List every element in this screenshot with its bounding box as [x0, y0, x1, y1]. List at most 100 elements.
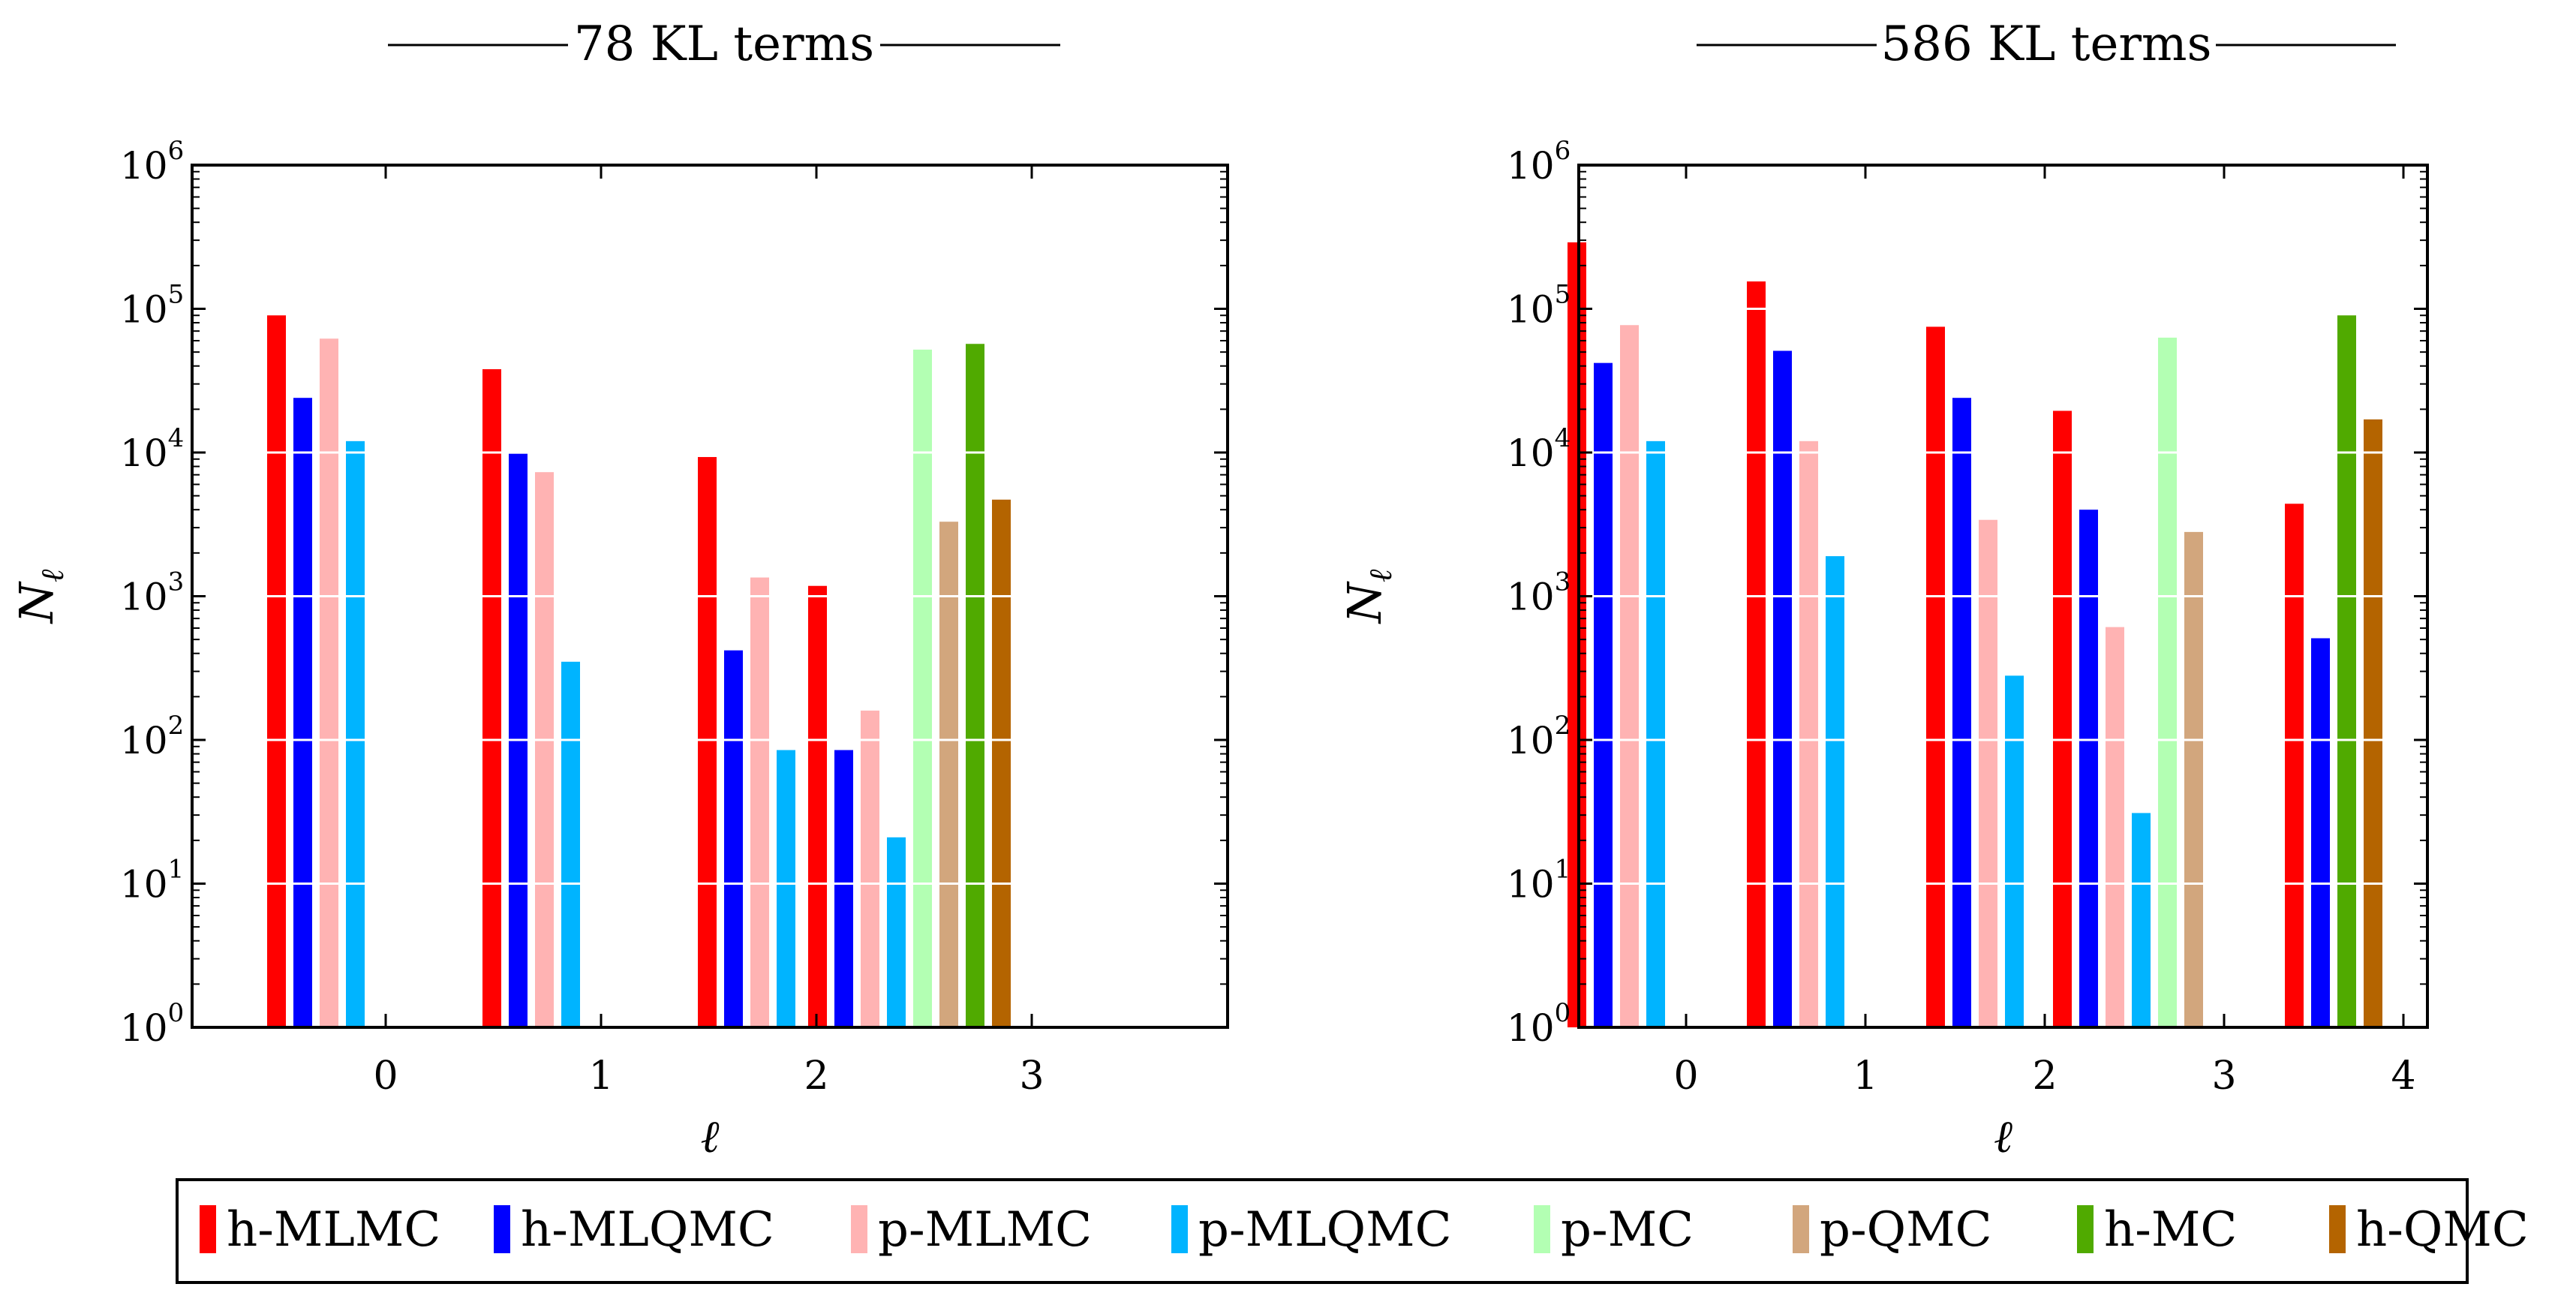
- bar-h-mlqmc-level-0: [1594, 362, 1613, 1027]
- legend-swatch-p-mc: [1534, 1205, 1550, 1253]
- y-axis-label: Nℓ: [9, 569, 71, 624]
- y-tick-label: 101: [120, 855, 184, 907]
- bar-p-mlmc-level-3: [861, 710, 879, 1027]
- y-tick-exponent: 2: [168, 711, 185, 741]
- bar-h-mlmc-level-3: [808, 585, 827, 1027]
- bar-h-mlmc-level-3: [2053, 410, 2072, 1027]
- bar-h-mc-level-4: [2337, 315, 2356, 1027]
- y-tick-exponent: 5: [168, 280, 185, 310]
- legend-swatch-h-mlmc: [200, 1205, 216, 1253]
- legend-swatch-p-mlqmc: [1171, 1205, 1188, 1253]
- legend-swatch-p-qmc: [1793, 1205, 1809, 1253]
- legend-swatch-h-qmc: [2329, 1205, 2346, 1253]
- y-tick-exponent: 3: [1555, 567, 1571, 597]
- x-tick-label: 4: [2391, 1054, 2415, 1099]
- bar-h-mlmc-level-2: [1926, 326, 1945, 1027]
- y-axis-label-subscript: ℓ: [1362, 569, 1399, 582]
- x-axis-label: ℓ: [1994, 1111, 2012, 1163]
- bar-h-mlqmc-level-1: [1773, 350, 1792, 1027]
- y-tick-label: 102: [120, 711, 184, 762]
- x-tick-label: 0: [1673, 1054, 1698, 1099]
- legend: h-MLMC h-MLQMC p-MLMC p-MLQMC p-MC p-QMC h-MC h…: [176, 1178, 2529, 1284]
- bar-h-mlqmc-level-4: [2311, 638, 2330, 1027]
- y-axis-label: Nℓ: [1337, 569, 1399, 624]
- y-tick-label: 104: [1507, 423, 1571, 475]
- bar-p-mlqmc-level-3: [2132, 813, 2151, 1027]
- y-tick-label: 104: [120, 423, 184, 475]
- bar-p-mc-level-3: [913, 349, 932, 1027]
- bar-p-mlqmc-level-0: [1646, 441, 1665, 1027]
- legend-label-h-mlmc: h-MLMC: [227, 1202, 440, 1258]
- x-tick-label: 2: [804, 1054, 828, 1099]
- legend-swatch-p-mlmc: [851, 1205, 867, 1253]
- bar-p-mlmc-level-0: [320, 338, 338, 1028]
- legend-label-p-mc: p-MC: [1561, 1202, 1694, 1258]
- axes-frame: [1577, 164, 2429, 1029]
- y-tick-exponent: 0: [1555, 998, 1571, 1028]
- bar-p-mlmc-level-1: [535, 472, 554, 1027]
- bar-h-mlqmc-level-2: [724, 650, 743, 1027]
- bar-h-mlmc-level-0: [267, 315, 286, 1027]
- bar-p-mlmc-level-0: [1620, 325, 1639, 1027]
- legend-label-h-mc: h-MC: [2104, 1202, 2237, 1258]
- bar-p-qmc-level-3: [2184, 531, 2203, 1027]
- bar-p-mlqmc-level-2: [777, 750, 795, 1027]
- bar-p-mlqmc-level-2: [2005, 675, 2024, 1027]
- bar-p-qmc-level-3: [939, 522, 958, 1027]
- y-tick-label: 100: [1507, 998, 1571, 1050]
- legend-label-p-mlmc: p-MLMC: [878, 1202, 1092, 1258]
- y-tick-exponent: 5: [1555, 280, 1571, 310]
- y-tick-exponent: 0: [168, 998, 185, 1028]
- legend-label-p-qmc: p-QMC: [1820, 1202, 1992, 1258]
- bar-p-mlmc-level-2: [750, 577, 769, 1027]
- x-tick-label: 1: [1853, 1054, 1877, 1099]
- y-tick-label: 105: [1507, 280, 1571, 332]
- y-tick-label: 101: [1507, 855, 1571, 907]
- y-tick-label: 106: [120, 136, 184, 188]
- y-tick-exponent: 6: [168, 136, 185, 166]
- y-tick-exponent: 1: [1555, 855, 1571, 885]
- bar-h-mlmc-level-2: [698, 457, 717, 1027]
- legend-swatch-h-mc: [2077, 1205, 2094, 1253]
- y-tick-label: 102: [1507, 711, 1571, 762]
- bar-h-mlmc-level-0: [1568, 242, 1586, 1027]
- chart-title: 586 KL terms: [1881, 17, 2212, 72]
- chart-title: 78 KL terms: [574, 17, 874, 72]
- bar-h-mlqmc-level-0: [293, 398, 312, 1027]
- bar-p-mlqmc-level-0: [346, 441, 365, 1027]
- bar-h-mlqmc-level-3: [2079, 510, 2098, 1027]
- y-tick-exponent: 1: [168, 855, 185, 885]
- y-tick-exponent: 6: [1555, 136, 1571, 166]
- bar-p-mlmc-level-1: [1799, 441, 1818, 1027]
- bar-h-qmc-level-3: [992, 499, 1011, 1027]
- y-tick-label: 105: [120, 280, 184, 332]
- bar-h-qmc-level-4: [2364, 419, 2382, 1027]
- y-tick-exponent: 4: [1555, 423, 1571, 453]
- bar-p-mlqmc-level-3: [887, 837, 906, 1027]
- y-tick-exponent: 2: [1555, 711, 1571, 741]
- bar-p-mc-level-3: [2158, 337, 2177, 1027]
- legend-swatch-h-mlqmc: [494, 1205, 510, 1253]
- bar-h-mlmc-level-1: [482, 368, 501, 1027]
- bar-p-mlmc-level-2: [1979, 519, 1997, 1027]
- bar-p-mlmc-level-3: [2106, 627, 2124, 1027]
- bar-p-mlqmc-level-1: [1826, 556, 1844, 1027]
- bar-h-mlqmc-level-3: [834, 750, 853, 1027]
- bar-p-mlqmc-level-1: [561, 661, 580, 1027]
- x-tick-label: 3: [2211, 1054, 2236, 1099]
- bar-h-mlqmc-level-2: [1952, 398, 1971, 1027]
- x-tick-label: 3: [1019, 1054, 1044, 1099]
- x-tick-label: 2: [2032, 1054, 2057, 1099]
- y-tick-exponent: 3: [168, 567, 185, 597]
- legend-label-h-qmc: h-QMC: [2356, 1202, 2529, 1258]
- bar-h-mlmc-level-1: [1747, 281, 1766, 1027]
- legend-label-h-mlqmc: h-MLQMC: [521, 1202, 774, 1258]
- x-tick-label: 1: [588, 1054, 613, 1099]
- axes-frame: [191, 164, 1229, 1029]
- y-tick-label: 103: [120, 567, 184, 619]
- bar-h-mc-level-3: [966, 344, 984, 1027]
- y-tick-label: 106: [1507, 136, 1571, 188]
